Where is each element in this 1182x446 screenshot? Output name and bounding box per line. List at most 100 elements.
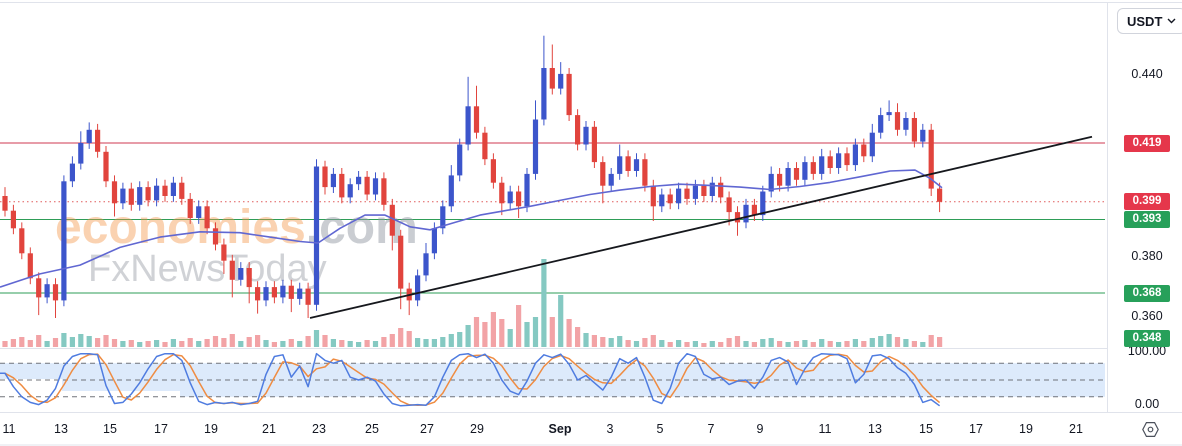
volume-bar bbox=[246, 337, 252, 347]
moving-average-line[interactable] bbox=[0, 169, 943, 288]
volume-bar bbox=[541, 259, 547, 347]
candle-body bbox=[204, 206, 210, 229]
volume-bar bbox=[179, 341, 185, 347]
volume-bar bbox=[103, 335, 109, 347]
volume-bar bbox=[709, 341, 715, 347]
candle-body bbox=[36, 278, 42, 298]
candle-body bbox=[431, 228, 437, 254]
candle-body bbox=[170, 182, 176, 196]
candle-body bbox=[541, 68, 547, 120]
candle-body bbox=[128, 188, 134, 205]
volume-bar bbox=[911, 341, 917, 347]
volume-bar bbox=[583, 333, 589, 347]
candle-body bbox=[726, 197, 732, 213]
volume-bar bbox=[810, 342, 816, 347]
candle-body bbox=[473, 106, 480, 133]
candle-body bbox=[760, 191, 766, 216]
volume-bar bbox=[221, 338, 227, 347]
volume-bar bbox=[255, 335, 261, 347]
candle-body bbox=[819, 156, 825, 174]
volume-bar bbox=[777, 341, 783, 347]
candle-body bbox=[676, 188, 682, 204]
candle-body bbox=[103, 151, 109, 182]
volume-bar bbox=[852, 339, 858, 347]
candle-body bbox=[372, 178, 379, 195]
stochastic-k-line[interactable] bbox=[0, 352, 941, 407]
volume-bar bbox=[659, 340, 665, 347]
candle-body bbox=[229, 260, 235, 280]
stochastic-d-line[interactable] bbox=[0, 353, 941, 406]
candle-body bbox=[852, 144, 858, 166]
candle-body bbox=[297, 288, 303, 299]
trend bbox=[309, 135, 1093, 319]
candle-body bbox=[179, 182, 185, 199]
volume-bar bbox=[440, 337, 446, 347]
volume-bar bbox=[313, 330, 320, 347]
candle-body bbox=[356, 176, 362, 185]
volume-bar bbox=[154, 340, 160, 347]
candle-body bbox=[305, 288, 311, 305]
volume-bar bbox=[69, 337, 75, 347]
candle-body bbox=[10, 210, 16, 229]
volume-bar bbox=[532, 317, 539, 347]
volume-bar bbox=[128, 340, 134, 347]
candle-body bbox=[591, 126, 597, 163]
volume-bar bbox=[389, 334, 395, 347]
volume-bar bbox=[836, 342, 842, 347]
candle-body bbox=[271, 287, 277, 298]
candle-body bbox=[650, 185, 656, 207]
candle-body bbox=[532, 119, 539, 174]
candle-body bbox=[482, 132, 488, 160]
volume-bar bbox=[196, 341, 202, 347]
volume-bar bbox=[566, 319, 572, 347]
volume-bar bbox=[19, 337, 25, 347]
candle-body bbox=[448, 175, 454, 207]
volume-bar bbox=[718, 342, 724, 347]
candle-body bbox=[415, 275, 421, 301]
candle-body bbox=[212, 228, 219, 245]
volume-bar bbox=[61, 333, 67, 347]
candle-body bbox=[659, 194, 665, 207]
volume-bar bbox=[734, 336, 741, 347]
candle-body bbox=[364, 176, 370, 195]
volume-bar bbox=[204, 339, 210, 347]
volume-bar bbox=[751, 342, 757, 347]
volume-bar bbox=[2, 341, 8, 347]
candle-body bbox=[19, 228, 25, 254]
volume-bar bbox=[701, 343, 707, 347]
volume-bar bbox=[162, 342, 168, 347]
volume-bar bbox=[886, 334, 892, 347]
candle-body bbox=[263, 287, 269, 301]
volume-bar bbox=[650, 335, 656, 347]
candle-body bbox=[920, 129, 926, 142]
candle-body bbox=[499, 182, 505, 204]
volume-bar bbox=[330, 339, 336, 347]
volume-bar bbox=[600, 337, 606, 347]
candle-body bbox=[516, 191, 522, 207]
volume-bar bbox=[575, 327, 581, 347]
volume-bar bbox=[465, 325, 471, 347]
candle-body bbox=[246, 268, 252, 288]
volume-bar bbox=[44, 341, 50, 347]
volume-bar bbox=[271, 342, 277, 347]
settings-gear-icon[interactable] bbox=[1142, 421, 1159, 438]
candle-body bbox=[709, 182, 715, 196]
ascending-trendline[interactable] bbox=[309, 135, 1093, 319]
candle-body bbox=[600, 162, 606, 186]
candle-body bbox=[583, 126, 589, 145]
candle-body bbox=[187, 198, 193, 218]
volume-bar bbox=[844, 341, 850, 347]
candle-body bbox=[381, 178, 387, 205]
volume-bar bbox=[558, 295, 564, 347]
candle-body bbox=[793, 168, 800, 180]
candle-body bbox=[339, 173, 345, 198]
volume-bar bbox=[869, 338, 875, 347]
volume-bar bbox=[10, 339, 16, 347]
volume-bar bbox=[431, 339, 437, 347]
volume-bar bbox=[212, 336, 219, 347]
candle-body bbox=[27, 253, 33, 279]
symbol-dropdown-button[interactable]: USDT bbox=[1117, 8, 1182, 34]
